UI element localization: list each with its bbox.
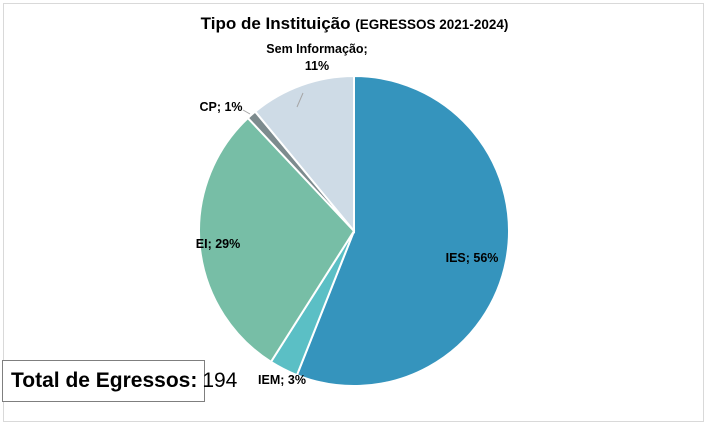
pie-slice-ei <box>198 116 356 364</box>
chart-title-subtitle: (EGRESSOS 2021-2024) <box>355 17 509 32</box>
slice-label-ies: IES; 56% <box>446 251 499 265</box>
pie-slice-ies <box>295 74 510 387</box>
total-egressos-value: 194 <box>202 369 238 392</box>
total-egressos-box: Total de Egressos: 194 <box>2 360 237 402</box>
slice-label-iem: IEM; 3% <box>258 373 306 387</box>
pie-slice-sem-informa-o <box>253 74 355 234</box>
total-egressos-label: Total de Egressos: <box>11 369 198 392</box>
slice-label-sem-informacao: Sem Informação; <box>266 42 367 56</box>
slice-label-cp: CP; 1% <box>199 100 242 114</box>
slice-label-sem-informacao-value: 11% <box>305 59 329 73</box>
leader-line-sem-informacao <box>296 92 304 108</box>
chart-title-main: Tipo de Instituição <box>200 14 351 33</box>
chart-title: Tipo de Instituição (EGRESSOS 2021-2024) <box>0 14 709 34</box>
slice-label-ei: EI; 29% <box>196 237 240 251</box>
leader-line-cp <box>242 109 251 115</box>
